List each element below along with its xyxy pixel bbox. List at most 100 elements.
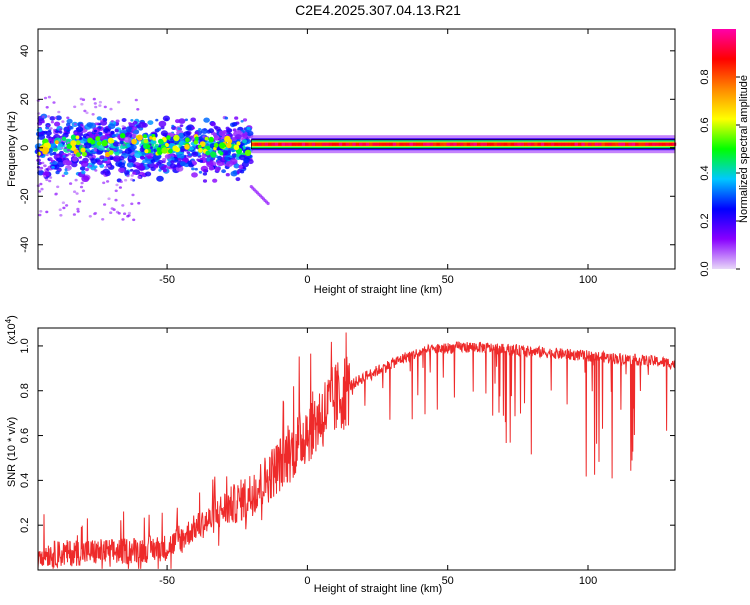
snr-x-axis-label: Height of straight line (km) <box>314 583 442 595</box>
heatmap-cell <box>202 179 208 183</box>
heatmap-cell <box>117 134 121 138</box>
heatmap-cell <box>124 178 128 182</box>
heatmap-cell <box>92 97 96 101</box>
heatmap-cell <box>601 142 606 146</box>
heatmap-cell <box>243 158 250 164</box>
heatmap-cell <box>134 151 142 159</box>
heatmap-cell <box>196 158 200 162</box>
heatmap-cell <box>497 142 502 146</box>
heatmap-cell <box>38 213 42 217</box>
heatmap-cell <box>574 142 579 146</box>
heatmap-cell <box>131 151 135 155</box>
heatmap-cell <box>69 126 74 130</box>
heatmap-cell <box>80 181 84 185</box>
heatmap-cell <box>191 167 195 171</box>
heatmap-cell <box>88 215 92 218</box>
heatmap-cell <box>158 120 167 128</box>
heatmap-cell <box>45 178 49 182</box>
colorbar: 0.0 0.2 0.4 0.6 0.8 Normalized spectral ampl… <box>699 29 750 277</box>
heatmap-cell <box>48 179 52 183</box>
heatmap-cell <box>191 172 198 178</box>
heatmap-cell <box>81 170 86 175</box>
heatmap-cell <box>322 142 326 146</box>
heatmap-cell <box>101 140 108 147</box>
heatmap-cell <box>104 160 108 164</box>
heatmap-cell <box>37 169 45 176</box>
heatmap-cell <box>130 202 134 206</box>
heatmap-cell <box>40 187 44 191</box>
heatmap-cell <box>581 142 586 146</box>
heatmap-cell <box>43 96 48 100</box>
heatmap-cell <box>76 210 80 213</box>
heatmap-cell <box>281 142 286 146</box>
heatmap-cell <box>70 134 77 140</box>
heatmap-cell <box>493 142 498 146</box>
heatmap-cell <box>352 142 357 146</box>
heatmap-cell <box>429 142 434 146</box>
heatmap-cell <box>156 175 164 182</box>
heatmap-cell <box>145 171 152 177</box>
heatmap-cell <box>399 142 404 146</box>
heatmap-cell <box>130 174 134 177</box>
heatmap-cell <box>131 133 137 138</box>
heatmap-cell <box>156 161 162 166</box>
heatmap-cell <box>43 164 47 168</box>
chart-title: C2E4.2025.307.04.13.R21 <box>295 2 461 18</box>
heatmap-cell <box>406 142 411 146</box>
heatmap-cell <box>652 142 656 146</box>
heatmap-cell <box>117 161 126 168</box>
heatmap-cell <box>71 162 78 168</box>
heatmap-cell <box>218 130 226 137</box>
heatmap-cell <box>386 142 390 146</box>
heatmap-cell <box>524 142 528 146</box>
heatmap-cell <box>588 142 592 146</box>
heatmap-cell <box>412 142 417 146</box>
heatmap-cell <box>79 97 83 101</box>
heatmap-cell <box>42 175 47 178</box>
heatmap-cell <box>443 142 448 146</box>
heatmap-cell <box>100 119 104 122</box>
heatmap-cell <box>224 116 229 120</box>
heatmap-cell <box>487 142 491 146</box>
heatmap-cell <box>199 141 206 148</box>
heatmap-cell <box>258 142 262 146</box>
x-tick-label: 0 <box>304 575 310 587</box>
heatmap-cell <box>126 143 131 148</box>
heatmap-cell <box>268 142 273 146</box>
heatmap-cell <box>39 161 43 165</box>
heatmap-cell <box>137 175 142 179</box>
snr-axes: -50 0 50 100 0.2 0.4 0.6 0.8 1.0 <box>19 327 676 587</box>
heatmap-cell <box>618 142 623 146</box>
heatmap-cell <box>93 165 98 169</box>
heatmap-cell <box>274 142 279 146</box>
heatmap-cell <box>453 142 458 146</box>
heatmap-cell <box>130 119 134 122</box>
heatmap-cell <box>144 149 149 154</box>
heatmap-cell <box>172 145 179 152</box>
heatmap-cell <box>614 142 619 146</box>
heatmap-cell <box>476 142 481 146</box>
heatmap-cell <box>93 147 98 150</box>
heatmap-cell <box>131 138 137 145</box>
heatmap-cell <box>490 142 495 146</box>
heatmap-cell <box>147 120 154 125</box>
y-tick-label: 0.4 <box>19 473 31 488</box>
heatmap-cell <box>362 142 367 146</box>
heatmap-cell <box>169 163 177 169</box>
heatmap-cell <box>238 154 246 161</box>
heatmap-cell <box>389 142 394 146</box>
heatmap-cell <box>90 139 96 145</box>
heatmap-cell <box>80 160 89 168</box>
heatmap-cell <box>240 120 244 123</box>
heatmap-cell <box>202 172 208 176</box>
heatmap-cell <box>201 154 207 158</box>
heatmap-cell <box>136 134 143 141</box>
heatmap-cell <box>122 143 126 147</box>
heatmap-cell <box>591 142 596 146</box>
y-tick-label: 20 <box>19 93 31 105</box>
heatmap-cell <box>119 140 124 145</box>
heatmap-cell <box>500 142 505 146</box>
heatmap-cell <box>577 142 582 146</box>
heatmap-cell <box>126 174 130 178</box>
heatmap-cell <box>625 142 630 146</box>
